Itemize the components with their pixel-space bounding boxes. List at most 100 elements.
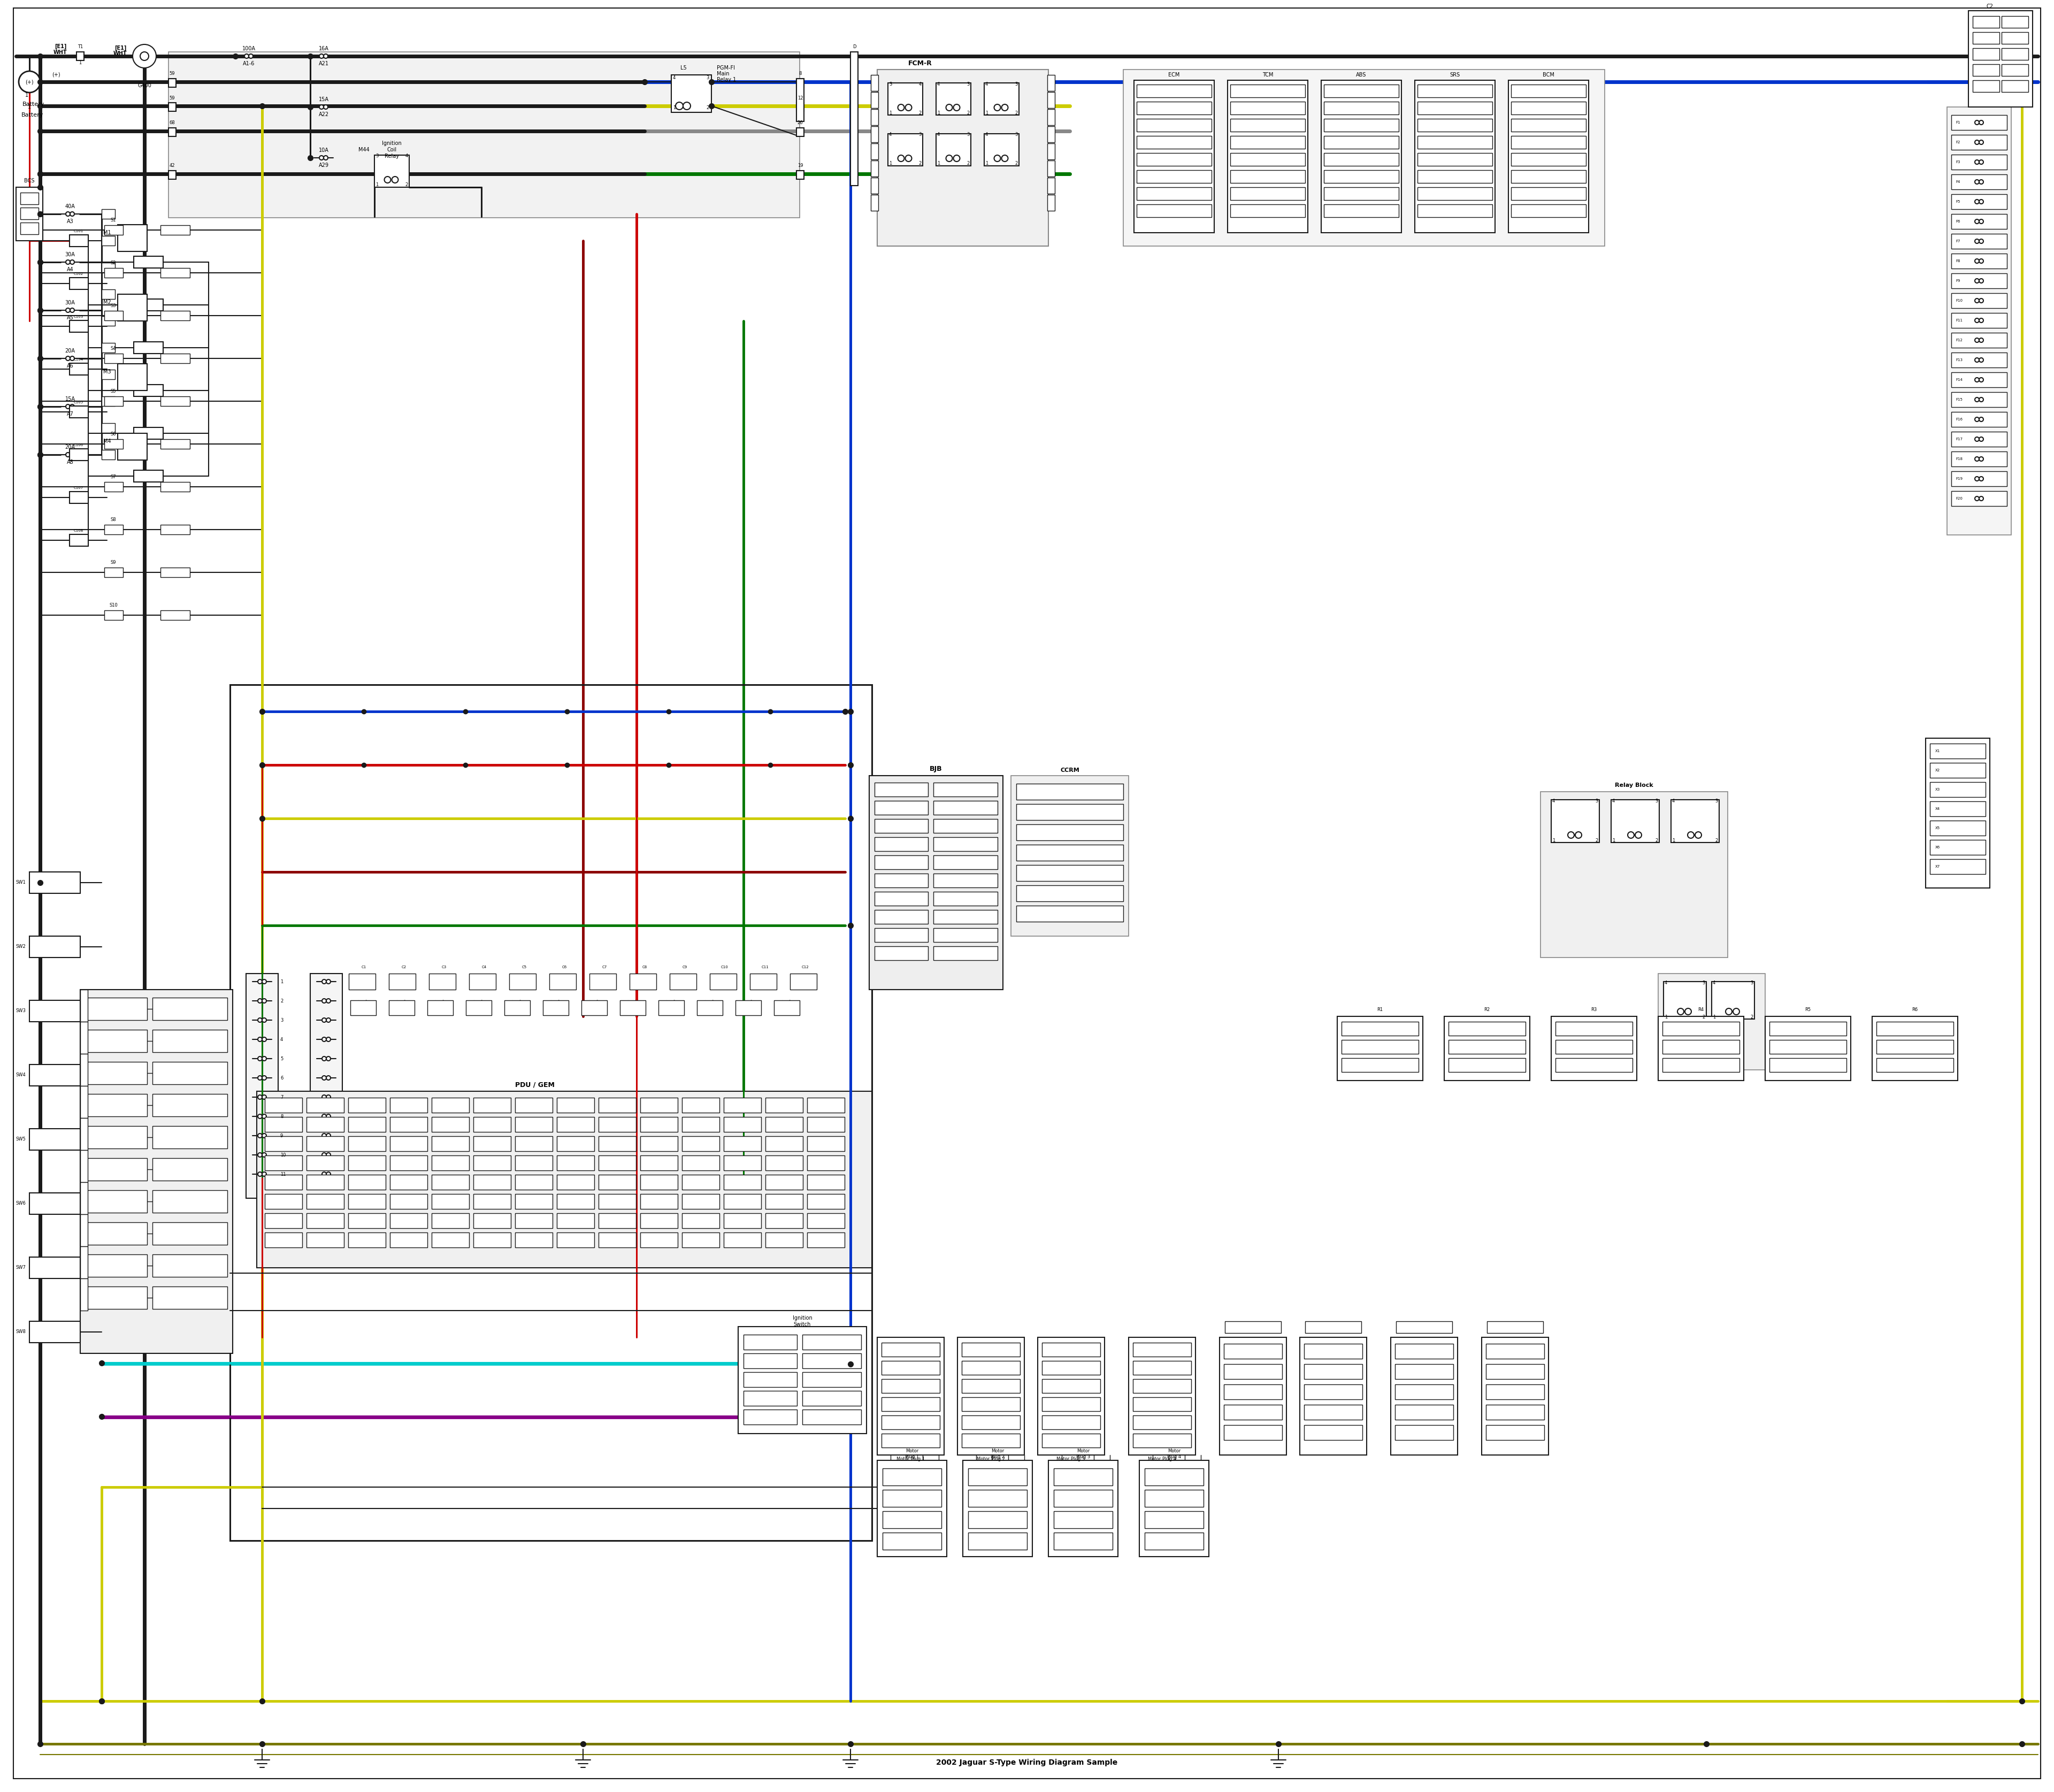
Bar — [306, 1213, 343, 1228]
Bar — [1054, 1532, 1113, 1550]
Circle shape — [66, 357, 70, 360]
Text: 40A: 40A — [66, 204, 76, 210]
Bar — [1662, 1057, 1740, 1072]
Circle shape — [1980, 199, 1984, 204]
Text: X2: X2 — [1935, 769, 1941, 772]
Bar — [961, 1380, 1021, 1392]
Bar — [80, 1054, 88, 1086]
Circle shape — [325, 156, 329, 159]
Bar — [152, 1190, 228, 1213]
Circle shape — [327, 1018, 331, 1021]
Text: SW2: SW2 — [16, 944, 27, 950]
Text: SW1: SW1 — [16, 880, 27, 885]
Text: 4: 4 — [986, 133, 988, 138]
Bar — [349, 1156, 386, 1170]
Bar — [472, 1136, 511, 1150]
Bar — [1140, 1460, 1210, 1557]
Text: A6: A6 — [66, 364, 74, 369]
Circle shape — [1980, 378, 1984, 382]
Circle shape — [1695, 831, 1701, 839]
Bar — [1512, 84, 1586, 97]
Circle shape — [259, 1152, 263, 1158]
Text: F18: F18 — [1955, 457, 1962, 461]
Bar — [1610, 799, 1660, 842]
Bar — [134, 428, 162, 439]
Bar — [682, 1116, 719, 1133]
Text: C107: C107 — [74, 486, 84, 489]
Circle shape — [1974, 140, 1980, 145]
Bar — [641, 1176, 678, 1190]
Circle shape — [1974, 280, 1980, 283]
Bar — [696, 1000, 723, 1016]
Bar — [431, 1116, 468, 1133]
Bar — [933, 928, 998, 943]
Bar — [797, 127, 803, 136]
Circle shape — [1980, 299, 1984, 303]
Text: 10: 10 — [279, 1152, 286, 1158]
Circle shape — [947, 156, 953, 161]
Bar — [472, 1233, 511, 1247]
Text: F8: F8 — [1955, 260, 1960, 263]
Bar — [1448, 1021, 1526, 1036]
Bar — [516, 1176, 553, 1190]
Bar — [1415, 81, 1495, 233]
Bar — [101, 289, 115, 299]
Bar — [1325, 118, 1399, 131]
Bar — [152, 1254, 228, 1278]
Bar — [306, 1098, 343, 1113]
Circle shape — [1980, 280, 1984, 283]
Bar — [2001, 81, 2027, 91]
Bar — [871, 91, 879, 108]
Bar — [881, 1434, 941, 1448]
Bar — [134, 342, 162, 353]
Bar — [557, 1136, 594, 1150]
Bar — [1672, 799, 1719, 842]
Circle shape — [66, 211, 70, 217]
Text: [E1]: [E1] — [55, 43, 66, 50]
Bar — [1417, 170, 1493, 183]
Text: 3: 3 — [889, 82, 891, 86]
Circle shape — [18, 72, 41, 93]
Bar — [871, 195, 879, 211]
Bar — [737, 1326, 867, 1434]
Text: M3: M3 — [103, 369, 111, 375]
Bar — [105, 525, 123, 534]
Bar — [1017, 805, 1124, 821]
Bar — [1017, 783, 1124, 799]
Bar — [152, 1287, 228, 1308]
Bar — [641, 1098, 678, 1113]
Text: Ignition
Switch: Ignition Switch — [793, 1315, 811, 1328]
Bar — [1134, 1398, 1191, 1410]
Text: C108: C108 — [74, 529, 84, 532]
Text: 2: 2 — [707, 106, 709, 111]
Bar — [152, 1063, 228, 1084]
Bar — [670, 973, 696, 989]
Bar — [1877, 1021, 1953, 1036]
Circle shape — [1974, 496, 1980, 500]
Bar — [349, 1213, 386, 1228]
Bar — [80, 1183, 88, 1215]
Text: 30A: 30A — [66, 253, 76, 258]
Text: F20: F20 — [1955, 496, 1962, 500]
Bar — [1931, 840, 1986, 855]
Bar — [86, 1030, 148, 1052]
Bar — [723, 1136, 762, 1150]
Bar — [807, 1156, 844, 1170]
Bar — [1951, 213, 2007, 229]
Bar — [1768, 1039, 1847, 1054]
Bar — [1041, 1398, 1101, 1410]
Bar — [766, 1156, 803, 1170]
Circle shape — [1002, 104, 1009, 111]
Text: F7: F7 — [1955, 240, 1960, 244]
Bar — [1304, 1344, 1362, 1358]
Text: X6: X6 — [1935, 846, 1941, 849]
Bar — [1658, 1016, 1744, 1081]
Text: F2: F2 — [1955, 142, 1960, 143]
Bar — [516, 1193, 553, 1210]
Bar — [70, 448, 88, 461]
Text: R5: R5 — [1805, 1007, 1812, 1012]
Circle shape — [1974, 238, 1980, 244]
Text: F13: F13 — [1955, 358, 1962, 362]
Bar — [557, 1193, 594, 1210]
Bar — [875, 855, 928, 869]
